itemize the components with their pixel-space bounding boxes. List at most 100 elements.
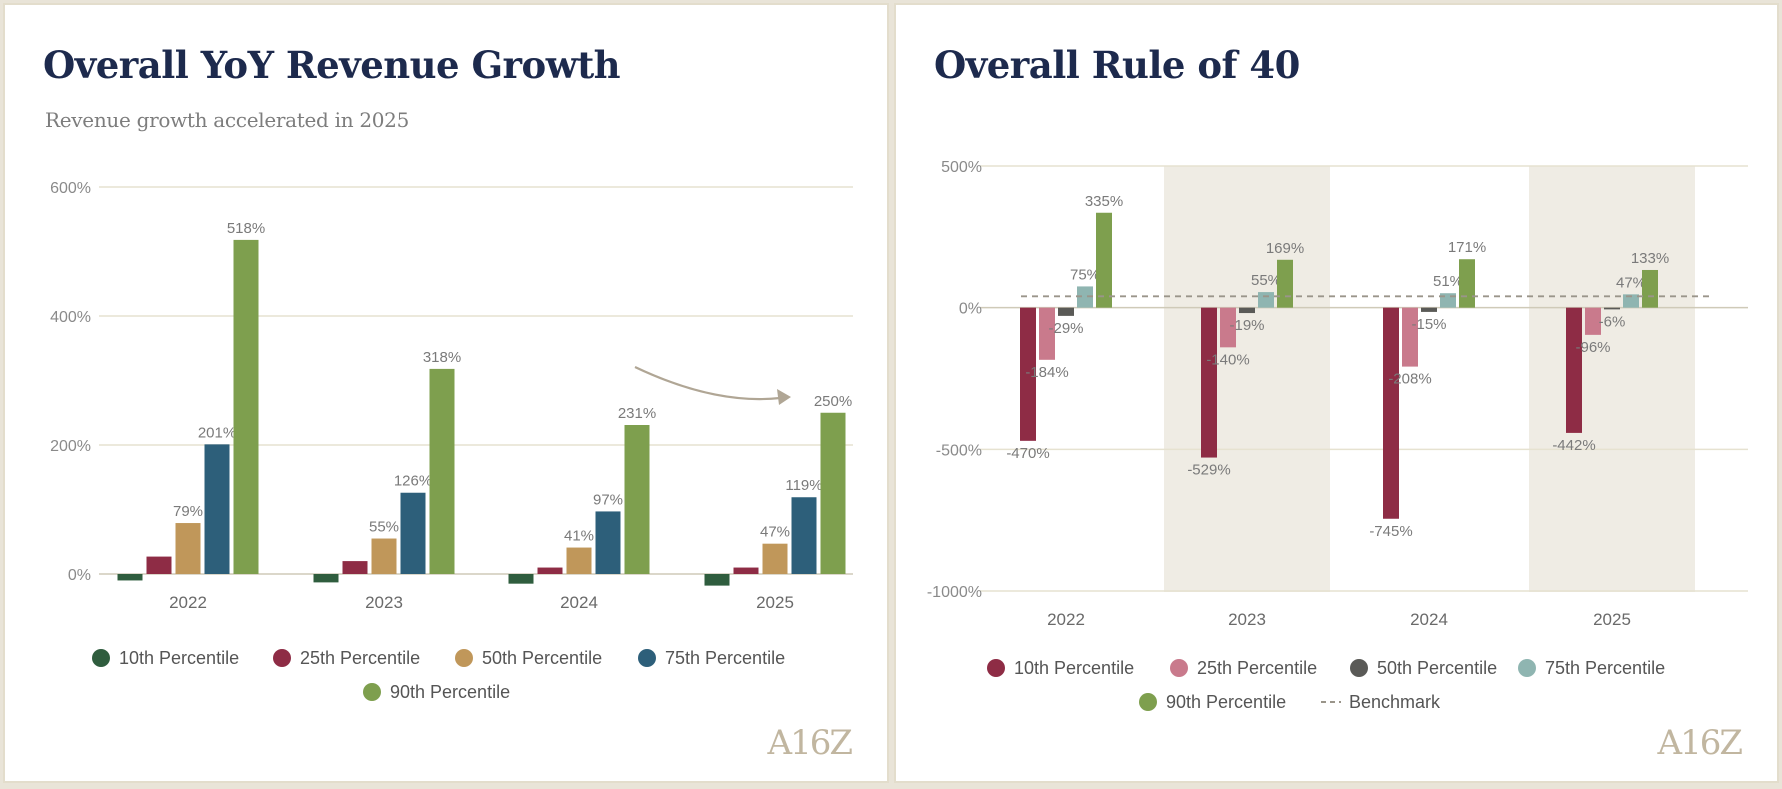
- bar: [371, 538, 397, 574]
- y-tick-label: 0%: [68, 567, 91, 584]
- bar: [1039, 307, 1055, 360]
- highlight-band: [1164, 166, 1330, 592]
- bar: [762, 543, 788, 574]
- data-label: -19%: [1229, 317, 1264, 334]
- legend-swatch: [1170, 659, 1188, 677]
- data-label: 55%: [1251, 272, 1281, 289]
- data-label: 47%: [760, 524, 790, 541]
- rule-of-40-chart: -1000% -500% 0% 500% -470% -529% -745% -442% -18…: [927, 159, 1748, 712]
- bar: [1623, 294, 1639, 308]
- revenue-growth-chart: 0% 200% 400% 600% 79% 55% 41% 47% 201% 126% 97% 119…: [50, 180, 853, 702]
- data-label: 133%: [1631, 250, 1669, 267]
- data-label: 75%: [1070, 266, 1100, 283]
- bar: [1201, 307, 1217, 458]
- bar: [1459, 259, 1475, 308]
- data-label: 79%: [173, 503, 203, 520]
- bar: [704, 574, 730, 586]
- chart-title: Overall Rule of 40: [934, 43, 1300, 87]
- data-label: -529%: [1187, 462, 1230, 479]
- legend-swatch: [455, 649, 473, 667]
- highlight-band: [1529, 166, 1695, 592]
- data-label: -29%: [1048, 320, 1083, 337]
- y-tick-label: 600%: [50, 180, 91, 197]
- y-tick-label: 400%: [50, 309, 91, 326]
- data-label: 250%: [814, 393, 852, 410]
- data-label: 518%: [227, 220, 265, 237]
- legend-swatch: [1350, 659, 1368, 677]
- data-label: -15%: [1411, 316, 1446, 333]
- data-label: 41%: [564, 528, 594, 545]
- x-tick-label: 2023: [365, 593, 403, 612]
- bar: [1220, 307, 1236, 348]
- legend-label: 50th Percentile: [482, 648, 602, 668]
- a16z-logo: A16Z: [767, 723, 853, 763]
- bar: [791, 497, 817, 574]
- legend-label: 10th Percentile: [1014, 658, 1134, 678]
- bar: [1096, 212, 1112, 308]
- data-label: -184%: [1025, 364, 1068, 381]
- legend-swatch: [638, 649, 656, 667]
- y-tick-label: -500%: [936, 442, 982, 459]
- data-label: 171%: [1448, 239, 1486, 256]
- bar: [400, 492, 426, 574]
- chart-subtitle: Revenue growth accelerated in 2025: [45, 108, 410, 132]
- bar: [1239, 307, 1255, 314]
- data-label: 201%: [198, 424, 236, 441]
- bar: [1421, 307, 1437, 312]
- data-label: 51%: [1433, 273, 1463, 290]
- data-label: -140%: [1206, 351, 1249, 368]
- bar: [820, 412, 846, 574]
- bar: [429, 368, 455, 574]
- x-tick-label: 2023: [1228, 610, 1266, 629]
- bar: [1604, 307, 1620, 310]
- bar: [1585, 307, 1601, 335]
- bar: [733, 567, 759, 574]
- data-label: 335%: [1085, 193, 1123, 210]
- bar: [204, 444, 230, 574]
- x-tick-label: 2024: [560, 593, 598, 612]
- bar: [313, 574, 339, 583]
- legend-swatch: [363, 683, 381, 701]
- bar: [1440, 293, 1456, 308]
- trend-arrow: [634, 366, 781, 401]
- bar: [566, 547, 592, 574]
- legend-swatch: [1518, 659, 1536, 677]
- revenue-growth-panel: 0% 200% 400% 600% 79% 55% 41% 47% 201% 126% 97% 119…: [3, 3, 889, 783]
- data-label: -745%: [1369, 523, 1412, 540]
- bar: [1020, 307, 1036, 441]
- data-label: -208%: [1388, 371, 1431, 388]
- data-label: -96%: [1575, 339, 1610, 356]
- trend-arrow-head: [777, 389, 791, 405]
- legend-label: 90th Percentile: [1166, 692, 1286, 712]
- x-tick-label: 2022: [169, 593, 207, 612]
- y-tick-label: 200%: [50, 438, 91, 455]
- y-tick-label: 0%: [959, 301, 982, 318]
- bar: [1383, 307, 1399, 519]
- data-label: -470%: [1006, 445, 1049, 462]
- legend-swatch: [1139, 693, 1157, 711]
- legend-swatch: [987, 659, 1005, 677]
- data-label: -6%: [1599, 313, 1626, 330]
- bar: [1642, 269, 1658, 308]
- bar: [117, 574, 143, 581]
- legend-swatch: [92, 649, 110, 667]
- bar: [1566, 307, 1582, 433]
- bar: [1402, 307, 1418, 367]
- y-tick-label: -1000%: [927, 584, 982, 601]
- bar: [595, 511, 621, 574]
- legend-label: 75th Percentile: [1545, 658, 1665, 678]
- data-label: 126%: [394, 473, 432, 490]
- bar: [342, 561, 368, 574]
- x-tick-label: 2025: [1593, 610, 1631, 629]
- data-label: -442%: [1552, 437, 1595, 454]
- bar: [1058, 307, 1074, 316]
- rule-of-40-panel: -1000% -500% 0% 500% -470% -529% -745% -442% -18…: [894, 3, 1779, 783]
- legend-label: 90th Percentile: [390, 682, 510, 702]
- bar: [624, 425, 650, 574]
- data-label: 119%: [785, 477, 822, 494]
- legend-swatch: [273, 649, 291, 667]
- bar: [537, 567, 563, 574]
- bar: [175, 523, 201, 574]
- data-label: 97%: [593, 491, 623, 508]
- legend-label: 50th Percentile: [1377, 658, 1497, 678]
